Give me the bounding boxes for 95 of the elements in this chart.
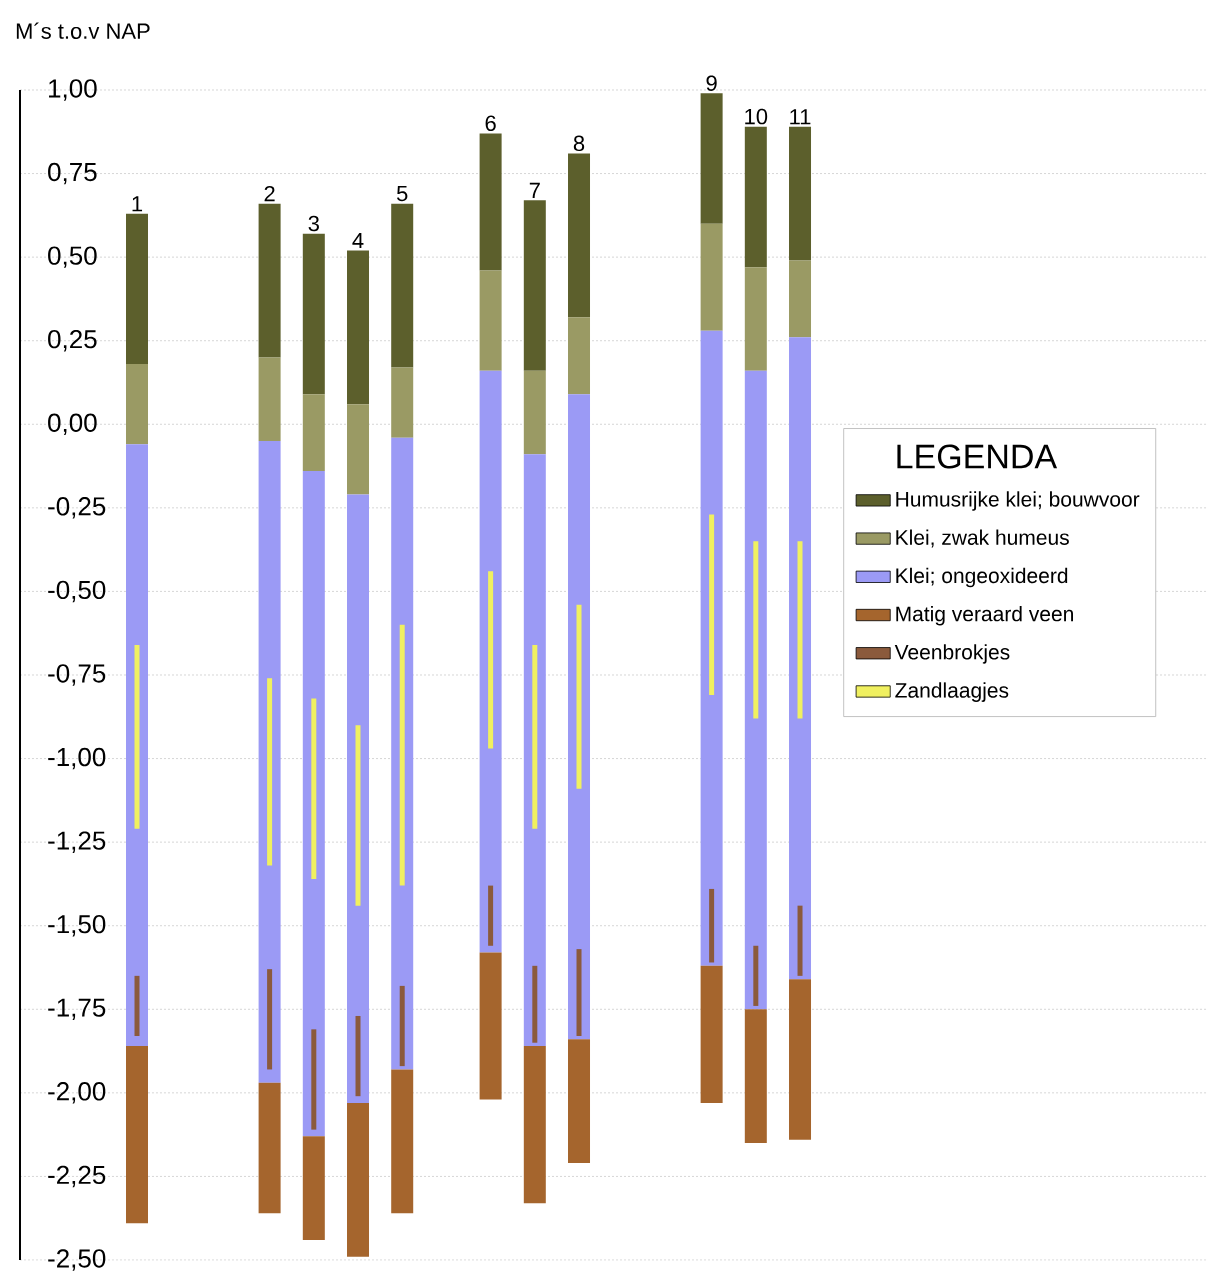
bar	[532, 965, 538, 1043]
bar	[576, 949, 582, 1037]
bar	[479, 133, 502, 271]
bar	[258, 1082, 281, 1214]
legend-label: Humusrijke klei; bouwvoor	[896, 491, 1140, 511]
bar	[479, 370, 502, 953]
bar	[399, 624, 405, 886]
bar	[391, 1069, 414, 1214]
x-tick-label: 7	[529, 182, 540, 198]
bar	[523, 200, 546, 371]
x-tick-label: 6	[485, 115, 496, 132]
x-tick-label: 4	[352, 232, 364, 249]
legend-label: Klei; ongeoxideerd	[896, 567, 1068, 588]
bar	[258, 357, 281, 441]
bar	[479, 270, 502, 371]
bar	[532, 644, 538, 829]
bar	[399, 985, 405, 1067]
y-tick-label: 0,75	[48, 162, 97, 185]
bar	[576, 604, 582, 789]
x-tick-label: 5	[396, 185, 408, 202]
bar	[523, 370, 546, 455]
bar	[355, 725, 361, 906]
bar	[126, 444, 148, 1047]
bar	[302, 1136, 325, 1240]
bar	[126, 213, 148, 365]
y-tick-label: 0,50	[48, 246, 97, 268]
bar	[568, 153, 591, 318]
bar	[267, 678, 273, 866]
legend-title: LEGENDA	[897, 444, 1058, 469]
bar	[744, 126, 767, 268]
bar	[355, 1015, 361, 1097]
bar	[789, 126, 812, 261]
legend-label: Zandlaagjes	[895, 682, 1009, 702]
bar	[744, 267, 767, 371]
y-axis-title: M´s t.o.v NAP	[16, 22, 150, 39]
y-tick-label: -2,50	[48, 1249, 106, 1271]
bar	[126, 364, 148, 445]
y-tick-label: -1,00	[48, 747, 106, 770]
legend-label: Klei, zwak humeus	[896, 529, 1069, 548]
bar	[797, 541, 803, 719]
bar	[267, 969, 273, 1070]
bar	[126, 1046, 148, 1224]
x-tick-label: 10	[745, 108, 768, 125]
bar	[347, 404, 370, 495]
bar	[789, 979, 812, 1140]
x-tick-label: 3	[308, 215, 319, 232]
bar	[311, 698, 317, 879]
bar	[488, 885, 494, 946]
bar	[311, 1029, 317, 1130]
y-tick-label: -2,00	[48, 1082, 106, 1104]
x-tick-label: 9	[706, 75, 717, 91]
legend-label: Veenbrokjes	[894, 644, 1010, 664]
bar	[753, 541, 759, 719]
bar	[789, 260, 812, 338]
y-tick-label: -0,25	[48, 497, 106, 519]
bar	[391, 203, 414, 368]
y-tick-label: -0,50	[48, 580, 106, 603]
legend-label: Matig veraard veen	[896, 605, 1073, 626]
bar	[347, 250, 370, 405]
bar	[744, 1009, 767, 1143]
bar	[523, 454, 546, 1047]
bar	[568, 317, 591, 395]
bar	[523, 1046, 546, 1204]
x-tick-label: 8	[573, 135, 585, 152]
y-tick-label: -0,75	[48, 664, 106, 686]
y-tick-label: -2,25	[48, 1165, 106, 1188]
x-tick-label: 11	[790, 109, 811, 125]
y-tick-label: -1,25	[48, 831, 106, 853]
bar	[302, 233, 325, 395]
bar	[709, 888, 715, 963]
bar	[302, 471, 325, 1137]
y-tick-label: 0,25	[48, 329, 97, 352]
bar	[797, 905, 803, 976]
y-tick-label: 1,00	[49, 79, 97, 101]
bar	[700, 93, 723, 224]
y-tick-label: 0,00	[48, 413, 97, 436]
bar	[347, 1102, 370, 1257]
bar	[258, 440, 281, 1083]
bar	[391, 367, 414, 438]
bar	[709, 514, 715, 696]
y-tick-label: -1,75	[48, 998, 106, 1020]
y-tick-label: -1,50	[48, 914, 106, 937]
bar	[700, 330, 723, 966]
x-tick-label: 1	[132, 196, 143, 212]
bar	[568, 394, 591, 1040]
bar	[479, 952, 502, 1100]
bar	[258, 203, 281, 358]
bar	[302, 394, 325, 472]
bar	[700, 965, 723, 1103]
x-tick-label: 2	[264, 185, 275, 202]
bar	[568, 1039, 591, 1164]
bar	[744, 370, 767, 1010]
bar	[753, 945, 759, 1006]
bar	[700, 223, 723, 331]
bar	[488, 571, 494, 749]
